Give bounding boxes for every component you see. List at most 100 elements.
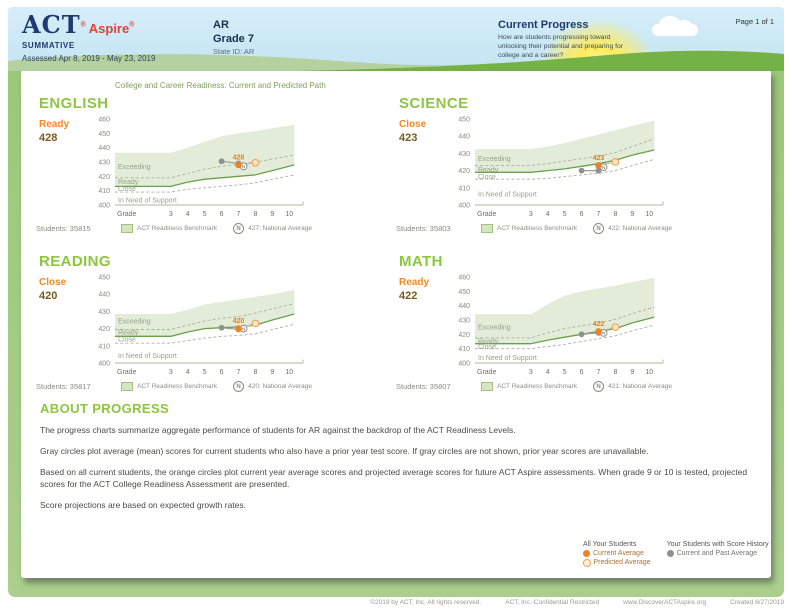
y-axis-tick: 440 [458,134,470,141]
benchmark-legend-label: ACT Readiness Benchmark [137,383,218,390]
subject-title: READING [39,253,111,270]
organization-name: AR [213,19,229,31]
current-average-value-label: 423 [593,155,605,162]
about-paragraph: Based on all current students, the orang… [40,466,748,489]
page-footer: ©2019 by ACT, Inc. All rights reserved. … [0,599,784,606]
website-text: www.DiscoverACTAspire.org [623,599,707,606]
grade-label: Grade 7 [213,32,254,45]
y-axis-tick: 400 [98,361,110,368]
readiness-region-label: Close [478,344,496,351]
national-average-marker-letter: N [242,164,246,169]
registered-mark-icon: ® [129,21,135,29]
current-average-dot [595,162,602,169]
x-axis-tick: 9 [630,211,634,218]
benchmark-swatch-icon [121,224,133,233]
x-axis-tick: 5 [563,211,567,218]
program-label: SUMMATIVE [22,41,75,50]
subject-panel: SCIENCE Close 423 Students: 35803 Exceed… [391,93,751,251]
y-axis-tick: 430 [98,309,110,316]
y-axis-tick: 450 [458,117,470,124]
legend-score-history: Your Students with Score History Current… [666,541,769,567]
report-header: ACT® Aspire® SUMMATIVE Assessed Apr 8, 20… [8,7,784,71]
average-score: 422 [399,290,418,302]
readiness-region-label: Ready [478,338,499,345]
current-average-dot [235,325,242,332]
readiness-level: Close [399,119,427,130]
benchmark-band [475,277,655,344]
readiness-region-label: Exceeding [478,325,511,332]
subject-panel: ENGLISH Ready 428 Students: 35815 Exceed… [31,93,391,251]
legend-item-label: Current Average [593,550,644,557]
readiness-region-label: Close [118,336,136,343]
x-axis-tick: 8 [253,211,257,218]
x-axis-tick: 6 [220,369,224,376]
subject-panels-grid: ENGLISH Ready 428 Students: 35815 Exceed… [31,93,761,409]
close-boundary-line [475,324,655,350]
current-average-dot [595,328,602,335]
benchmark-legend-label: ACT Readiness Benchmark [497,225,578,232]
legend-item-label: Current and Past Average [676,550,757,557]
chart-legend: ACT Readiness Benchmark N 427: National … [121,223,312,234]
act-logo-text: ACT [22,10,81,39]
cloud-icon [652,16,698,36]
content-card: College and Career Readiness: Current an… [21,71,771,578]
report-subtitle: How are students progressing toward unlo… [498,34,624,60]
x-axis-label: Grade [117,369,137,376]
chart-legend: ACT Readiness Benchmark N 420: National … [121,381,312,392]
x-axis-tick: 5 [563,369,567,376]
hills-illustration [8,50,784,71]
y-axis-tick: 440 [98,145,110,152]
about-heading: ABOUT PROGRESS [40,401,170,416]
readiness-region-label: In Need of Support [478,355,537,362]
prior-average-dot [218,158,225,165]
national-average-marker-letter: N [602,331,606,336]
prior-average-dot [578,331,585,338]
legend-all-students: All Your Students Current Average Predic… [583,541,651,567]
x-axis-label: Grade [117,211,137,218]
x-axis-tick: 6 [580,369,584,376]
page-number: Page 1 of 1 [735,17,774,26]
benchmark-line [115,164,295,188]
benchmark-swatch-icon [481,224,493,233]
readiness-region-label: Exceeding [118,318,151,325]
students-count: Students: 35807 [396,382,451,391]
x-axis-tick: 9 [270,211,274,218]
y-axis-tick: 430 [98,160,110,167]
national-average-icon: N [593,381,605,392]
created-date: Created 6/27/2019 [730,599,784,606]
benchmark-line [475,149,655,173]
assessment-window: Assessed Apr 8, 2019 - May 23, 2019 [22,54,156,63]
y-axis-tick: 400 [458,361,470,368]
readiness-level: Ready [399,277,430,288]
students-count: Students: 35803 [396,224,451,233]
x-axis-tick: 4 [186,369,190,376]
readiness-region-label: In Need of Support [118,353,177,360]
y-axis-tick: 450 [98,275,110,282]
x-axis-tick: 10 [645,369,653,376]
x-axis-label: Grade [477,369,497,376]
y-axis-tick: 460 [98,117,110,124]
readiness-region-label: Close [478,174,496,181]
average-score: 428 [39,132,58,144]
score-legend: All Your Students Current Average Predic… [583,541,769,567]
x-axis-tick: 7 [597,369,601,376]
y-axis-tick: 420 [98,174,110,181]
x-axis-tick: 7 [597,211,601,218]
predicted-average-marker-icon [583,559,591,567]
state-id: State ID: AR [213,46,255,56]
x-axis-tick: 9 [270,369,274,376]
readiness-region-label: In Need of Support [478,191,537,198]
registered-mark-icon: ® [80,21,86,29]
benchmark-swatch-icon [481,382,493,391]
benchmark-legend-label: ACT Readiness Benchmark [137,225,218,232]
legend-item: Current and Past Average [666,550,769,557]
y-axis-tick: 460 [458,275,470,282]
chart-legend: ACT Readiness Benchmark N 421: National … [481,381,672,392]
x-axis-tick: 4 [546,369,550,376]
predicted-average-dot [251,158,260,167]
legend-column-title: Your Students with Score History [666,541,769,548]
predicted-average-dot [611,158,620,166]
about-paragraph: Gray circles plot average (mean) scores … [40,445,649,456]
exceeding-boundary-line [475,138,655,166]
